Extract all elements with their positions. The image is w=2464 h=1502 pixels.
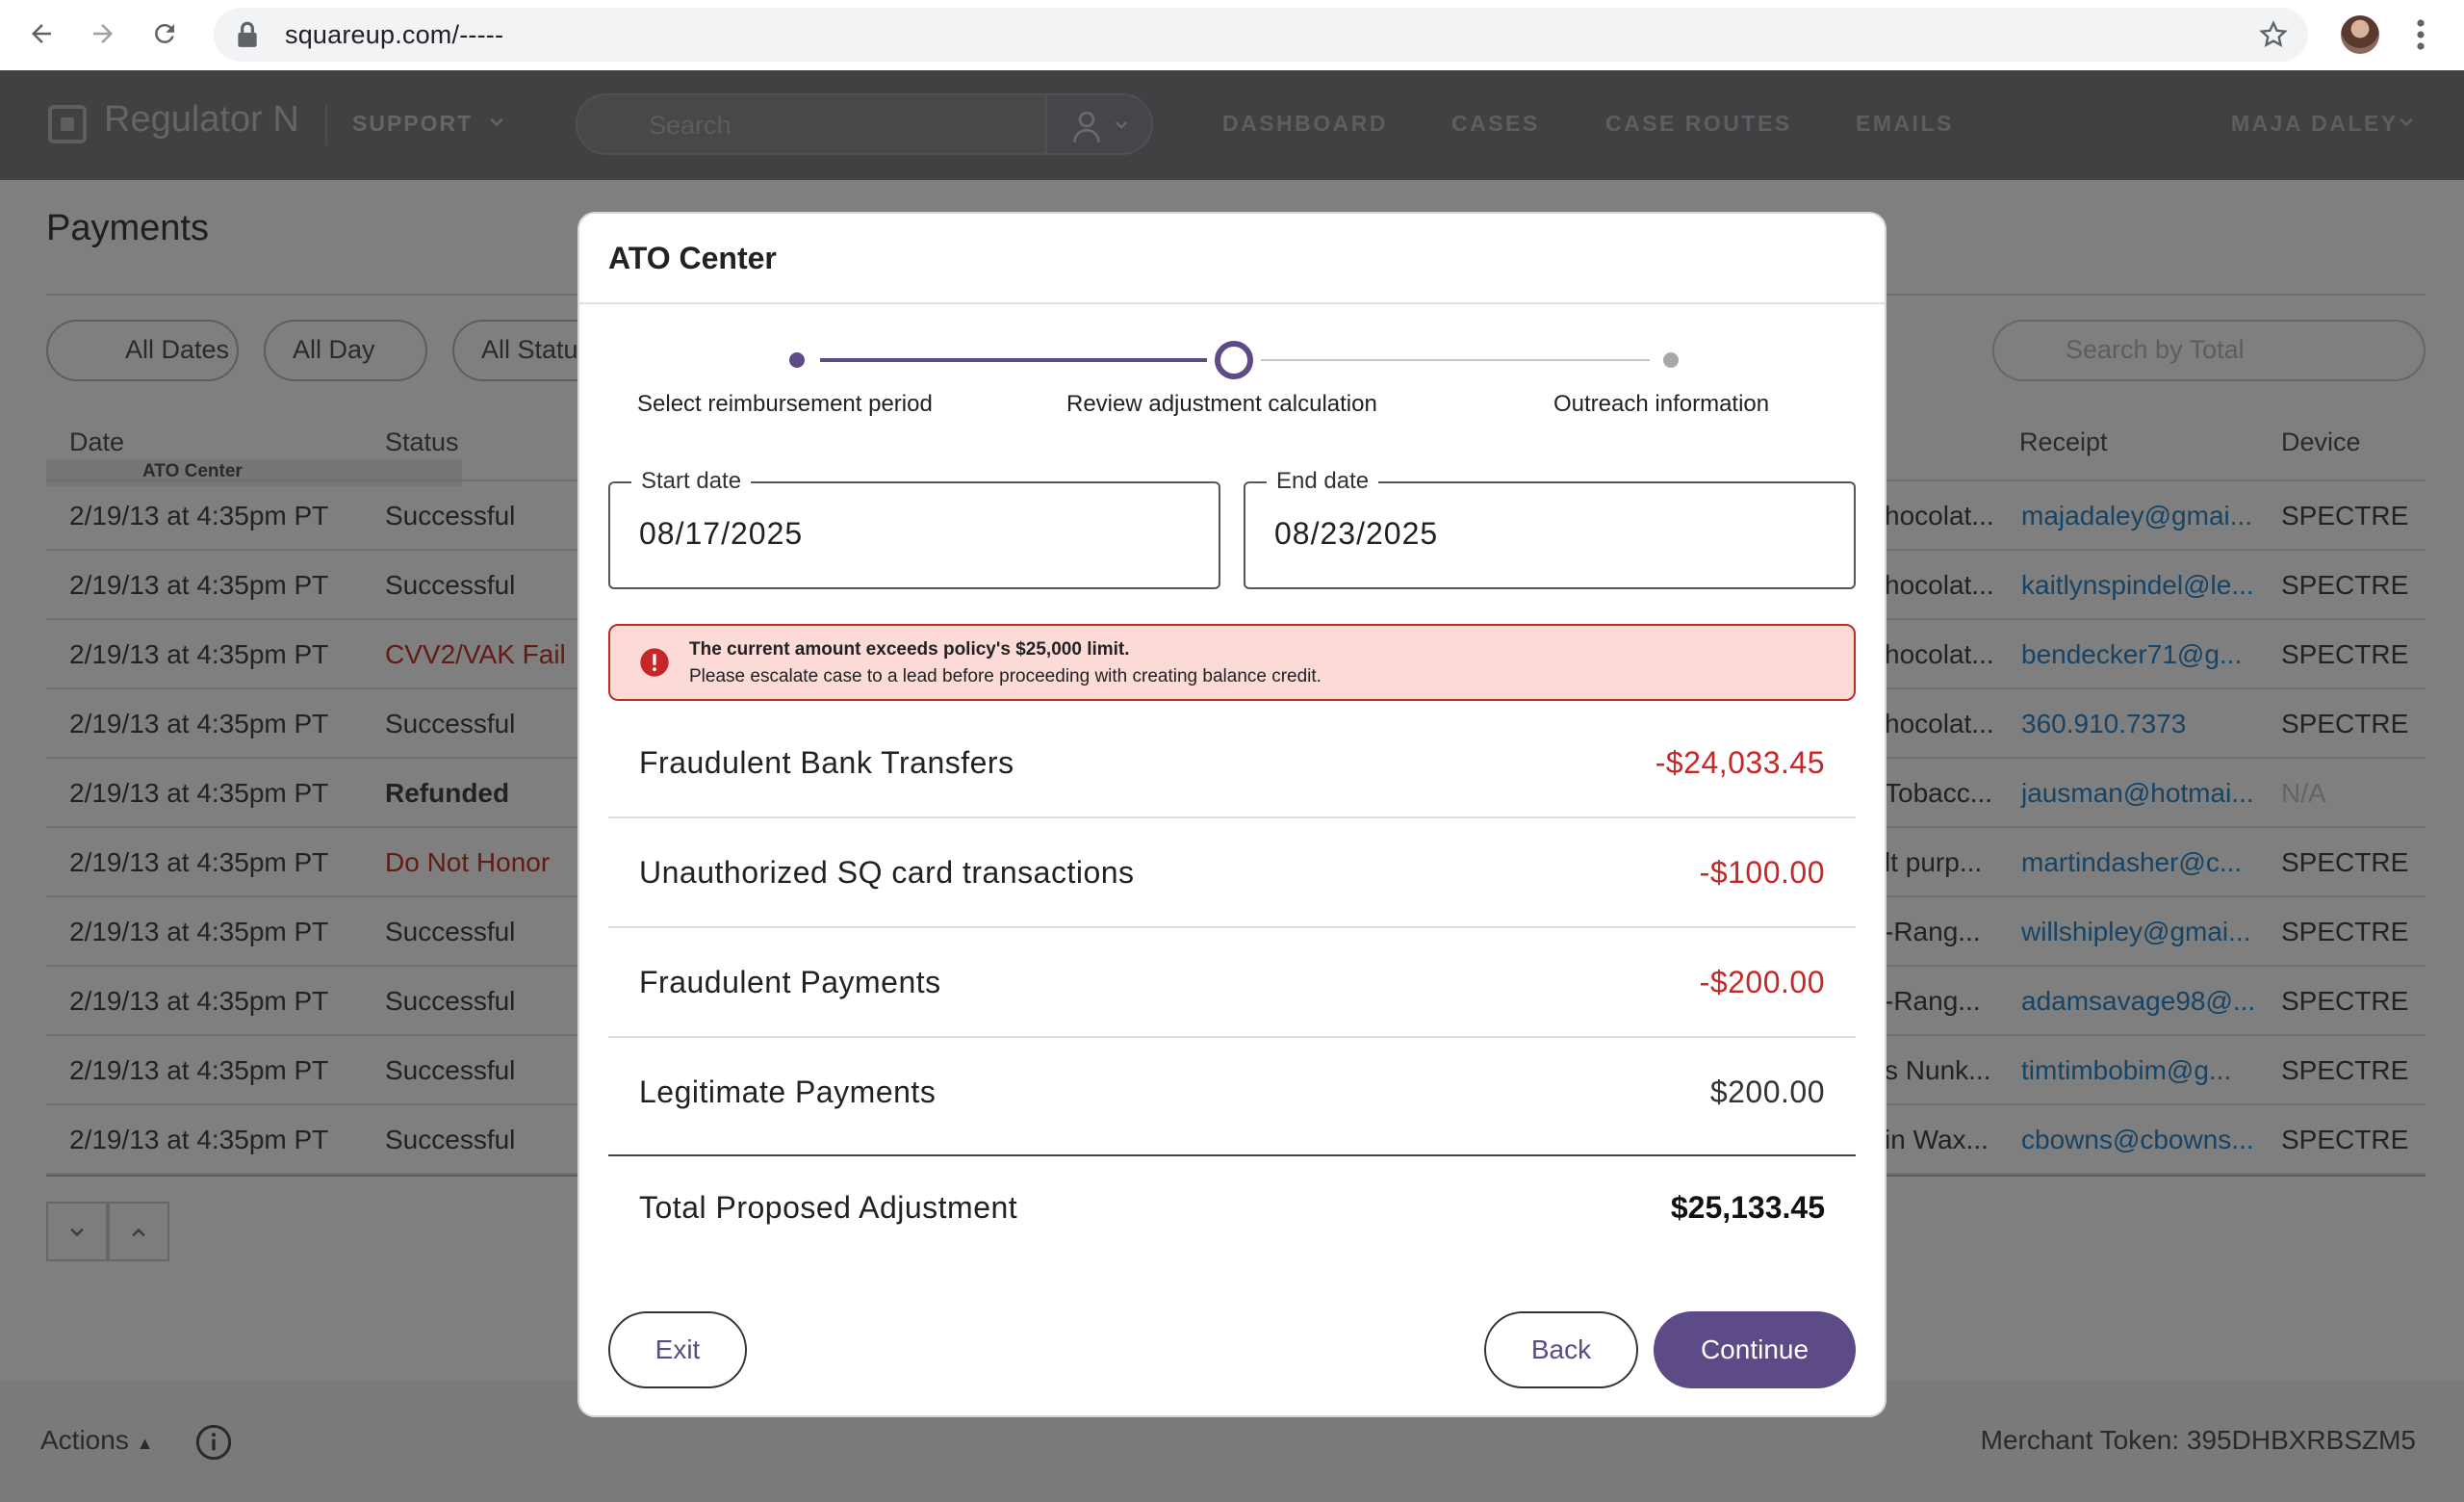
back-arrow-icon[interactable] — [25, 17, 58, 50]
url-text: squareup.com/----- — [285, 19, 504, 49]
forward-arrow-icon[interactable] — [87, 17, 119, 50]
line-item-label: Unauthorized SQ card transactions — [639, 855, 1135, 890]
step-2-ring — [1215, 341, 1253, 379]
address-bar[interactable]: squareup.com/----- — [214, 8, 2308, 62]
end-date-label: End date — [1267, 468, 1379, 495]
line-item-label: Fraudulent Bank Transfers — [639, 745, 1014, 780]
more-vert-icon[interactable] — [2414, 17, 2427, 57]
profile-avatar[interactable] — [2341, 15, 2379, 54]
line-item: Fraudulent Payments -$200.00 — [608, 928, 1856, 1038]
lock-icon — [235, 20, 260, 54]
line-item-value: $200.00 — [1709, 1075, 1825, 1109]
browser-toolbar: squareup.com/----- — [0, 0, 2464, 70]
start-date-label: Start date — [631, 468, 752, 495]
line-item-value: -$100.00 — [1699, 855, 1825, 890]
end-date-value[interactable]: 08/23/2025 — [1274, 516, 1439, 551]
start-date-value[interactable]: 08/17/2025 — [639, 516, 804, 551]
total-divider — [608, 1154, 1856, 1156]
step-3-dot — [1663, 352, 1679, 368]
start-date-field[interactable]: Start date 08/17/2025 — [608, 468, 1220, 589]
step-2-label: Review adjustment calculation — [1066, 391, 1377, 417]
continue-button[interactable]: Continue — [1654, 1311, 1856, 1388]
stepper-progress-line — [820, 358, 1207, 362]
alert-title: The current amount exceeds policy's $25,… — [689, 639, 1130, 660]
modal-title: ATO Center — [608, 241, 777, 275]
exit-button[interactable]: Exit — [608, 1311, 747, 1388]
end-date-field[interactable]: End date 08/23/2025 — [1244, 468, 1856, 589]
line-item-value: -$200.00 — [1699, 965, 1825, 999]
total-label: Total Proposed Adjustment — [639, 1190, 1018, 1225]
limit-alert: The current amount exceeds policy's $25,… — [608, 624, 1856, 701]
stepper-remaining-line — [1261, 359, 1650, 361]
line-item-value: -$24,033.45 — [1655, 745, 1825, 780]
ato-center-modal: ATO Center Select reimbursement period R… — [578, 212, 1886, 1417]
step-1-dot — [789, 352, 805, 368]
alert-body: Please escalate case to a lead before pr… — [689, 666, 1322, 686]
line-item: Legitimate Payments $200.00 — [608, 1038, 1856, 1148]
star-icon[interactable] — [2258, 19, 2289, 55]
line-item-label: Legitimate Payments — [639, 1075, 937, 1109]
error-icon — [639, 647, 670, 683]
step-1-label: Select reimbursement period — [637, 391, 933, 417]
total-value: $25,133.45 — [1670, 1190, 1825, 1225]
line-item-label: Fraudulent Payments — [639, 965, 941, 999]
line-item: Unauthorized SQ card transactions -$100.… — [608, 818, 1856, 928]
line-item: Fraudulent Bank Transfers -$24,033.45 — [608, 709, 1856, 818]
step-3-label: Outreach information — [1553, 391, 1770, 417]
back-button[interactable]: Back — [1484, 1311, 1638, 1388]
reload-icon[interactable] — [148, 17, 181, 50]
divider — [579, 302, 1885, 304]
